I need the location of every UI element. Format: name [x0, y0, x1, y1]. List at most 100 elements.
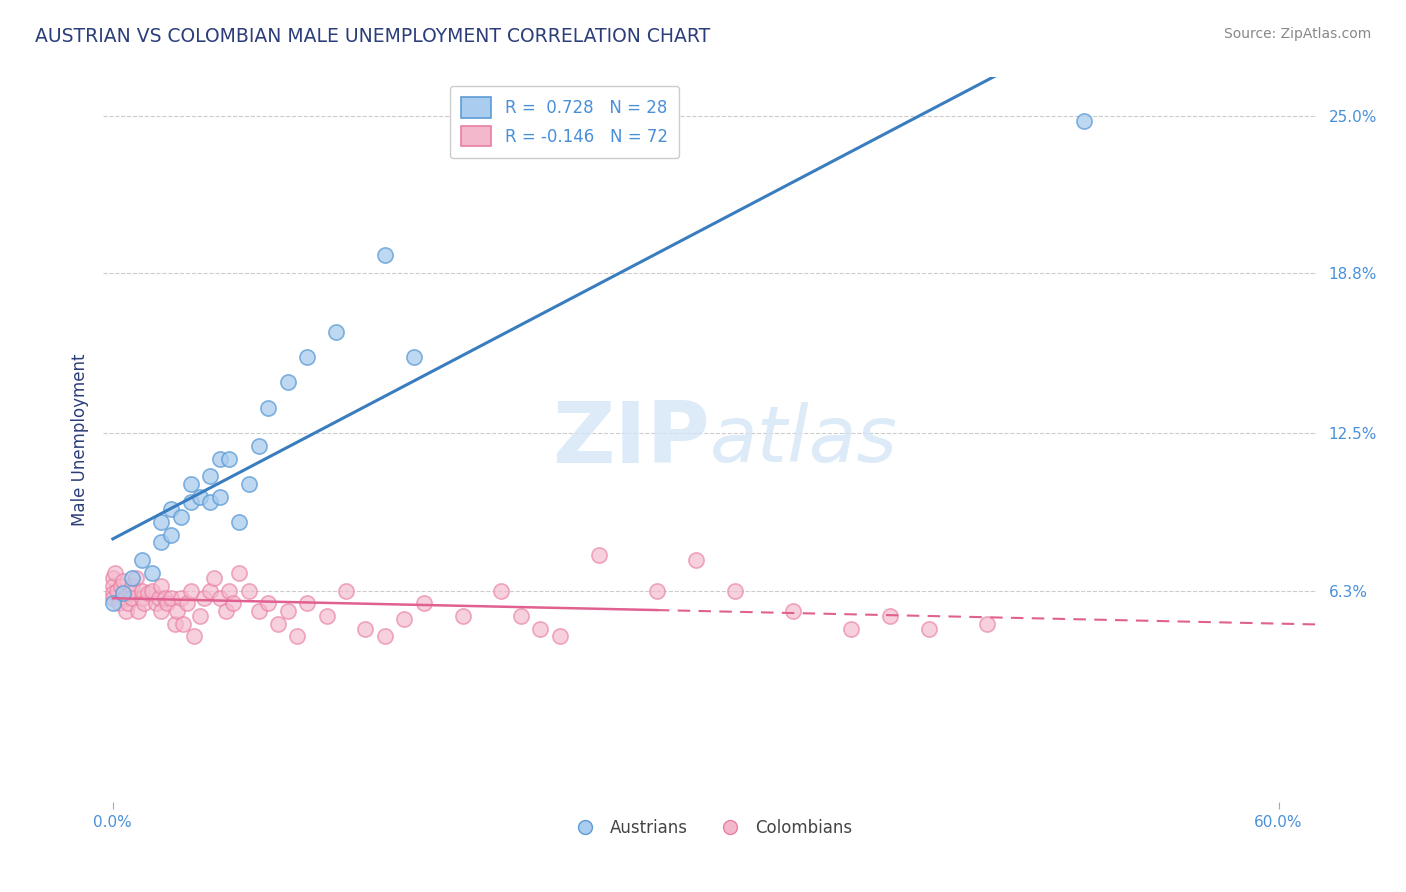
Point	[131, 591, 153, 606]
Point	[180, 477, 202, 491]
Point	[160, 591, 183, 606]
Point	[402, 350, 425, 364]
Point	[120, 586, 142, 600]
Point	[509, 609, 531, 624]
Point	[354, 622, 377, 636]
Point	[131, 583, 153, 598]
Point	[228, 515, 250, 529]
Point	[214, 604, 236, 618]
Point	[839, 622, 862, 636]
Point	[335, 583, 357, 598]
Point	[104, 566, 127, 580]
Point	[136, 586, 159, 600]
Point	[247, 604, 270, 618]
Point	[150, 515, 173, 529]
Point	[141, 566, 163, 580]
Point	[198, 469, 221, 483]
Point	[156, 596, 179, 610]
Point	[723, 583, 745, 598]
Point	[145, 596, 167, 610]
Point	[218, 583, 240, 598]
Point	[170, 591, 193, 606]
Point	[166, 604, 188, 618]
Point	[238, 583, 260, 598]
Point	[111, 586, 134, 600]
Text: atlas: atlas	[710, 401, 898, 477]
Legend: Austrians, Colombians: Austrians, Colombians	[562, 813, 859, 844]
Point	[131, 553, 153, 567]
Point	[529, 622, 551, 636]
Point	[150, 604, 173, 618]
Point	[315, 609, 337, 624]
Point	[247, 439, 270, 453]
Point	[374, 629, 396, 643]
Point	[111, 574, 134, 588]
Point	[101, 586, 124, 600]
Point	[125, 571, 148, 585]
Point	[976, 616, 998, 631]
Point	[277, 376, 299, 390]
Point	[325, 325, 347, 339]
Point	[114, 591, 136, 606]
Point	[879, 609, 901, 624]
Point	[121, 579, 143, 593]
Point	[127, 604, 149, 618]
Point	[208, 591, 231, 606]
Point	[228, 566, 250, 580]
Point	[198, 495, 221, 509]
Point	[295, 596, 318, 610]
Point	[202, 571, 225, 585]
Point	[117, 596, 139, 610]
Point	[1073, 113, 1095, 128]
Point	[588, 548, 610, 562]
Point	[121, 591, 143, 606]
Point	[645, 583, 668, 598]
Point	[208, 451, 231, 466]
Point	[172, 616, 194, 631]
Point	[160, 502, 183, 516]
Point	[287, 629, 309, 643]
Point	[163, 616, 186, 631]
Point	[782, 604, 804, 618]
Text: AUSTRIAN VS COLOMBIAN MALE UNEMPLOYMENT CORRELATION CHART: AUSTRIAN VS COLOMBIAN MALE UNEMPLOYMENT …	[35, 27, 710, 45]
Point	[257, 401, 280, 415]
Point	[101, 579, 124, 593]
Point	[267, 616, 290, 631]
Point	[160, 528, 183, 542]
Point	[150, 579, 173, 593]
Point	[238, 477, 260, 491]
Point	[548, 629, 571, 643]
Point	[107, 596, 129, 610]
Point	[918, 622, 941, 636]
Point	[150, 535, 173, 549]
Point	[295, 350, 318, 364]
Point	[491, 583, 513, 598]
Point	[105, 583, 128, 598]
Point	[198, 583, 221, 598]
Point	[141, 583, 163, 598]
Point	[180, 583, 202, 598]
Point	[101, 596, 124, 610]
Point	[115, 604, 138, 618]
Point	[188, 609, 211, 624]
Point	[451, 609, 474, 624]
Point	[148, 591, 170, 606]
Text: Source: ZipAtlas.com: Source: ZipAtlas.com	[1223, 27, 1371, 41]
Point	[121, 571, 143, 585]
Point	[101, 571, 124, 585]
Point	[132, 596, 155, 610]
Point	[193, 591, 215, 606]
Point	[374, 248, 396, 262]
Point	[218, 451, 240, 466]
Y-axis label: Male Unemployment: Male Unemployment	[72, 353, 89, 525]
Point	[155, 591, 177, 606]
Point	[170, 510, 193, 524]
Point	[277, 604, 299, 618]
Point	[180, 495, 202, 509]
Point	[222, 596, 245, 610]
Text: ZIP: ZIP	[553, 398, 710, 481]
Point	[188, 490, 211, 504]
Point	[685, 553, 707, 567]
Point	[183, 629, 205, 643]
Point	[110, 579, 132, 593]
